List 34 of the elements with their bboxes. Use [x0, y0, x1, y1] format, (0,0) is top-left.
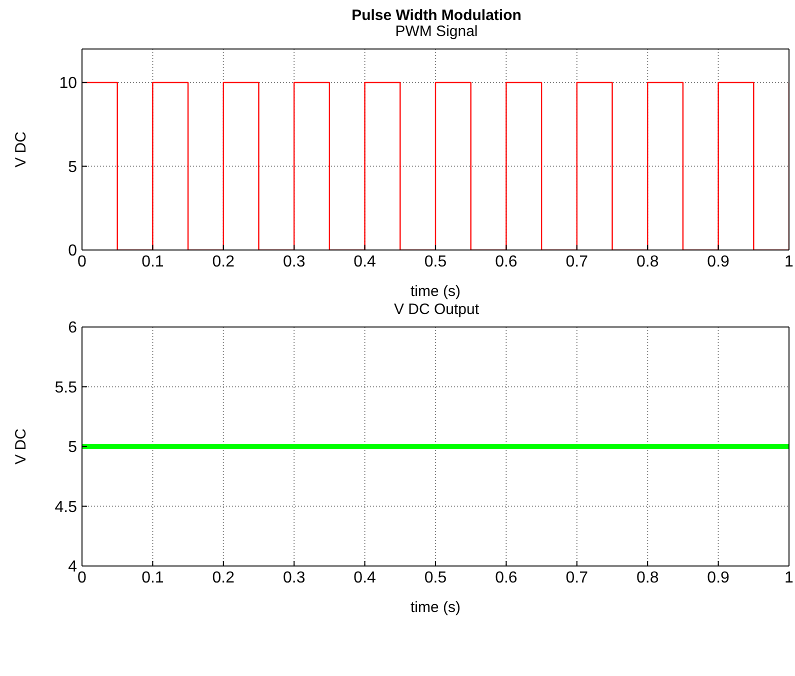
- x-tick-label: 0.7: [566, 253, 588, 270]
- chart-subtitle: PWM Signal: [394, 23, 479, 40]
- x-tick-label: 0.9: [707, 569, 730, 586]
- x-axis-title: time (s): [410, 283, 460, 300]
- x-tick-label: 0.7: [566, 569, 588, 586]
- x-tick-label: 0.1: [142, 569, 164, 586]
- y-axis-title: V DC: [12, 428, 30, 464]
- y-tick-label: 4.5: [54, 498, 78, 516]
- x-tick-label: 0.8: [636, 569, 659, 586]
- y-tick-label: 6: [68, 320, 78, 337]
- x-tick-label: 0.5: [424, 253, 447, 270]
- x-tick-label: 1: [784, 569, 794, 586]
- x-tick-label: 0.4: [354, 569, 376, 586]
- x-tick-label: 0.5: [424, 569, 447, 586]
- x-axis-title: time (s): [410, 599, 460, 616]
- x-tick-label: 0.1: [142, 253, 164, 270]
- x-tick-label: 0.6: [495, 569, 518, 586]
- y-tick-label: 4: [68, 558, 78, 576]
- x-tick-label: 0.4: [354, 253, 376, 270]
- chart-title: V DC Output: [392, 301, 480, 318]
- x-tick-label: 1: [784, 253, 794, 270]
- x-tick-label: 0.2: [212, 569, 235, 586]
- x-tick-label: 0.8: [636, 253, 659, 270]
- x-tick-label: 0.3: [282, 253, 306, 270]
- x-tick-label: 0.6: [495, 253, 518, 270]
- y-tick-label: 5: [68, 439, 78, 456]
- y-tick-label: 5.5: [54, 379, 78, 396]
- x-tick-label: 0.3: [282, 569, 306, 586]
- y-axis-title: V DC: [12, 131, 30, 168]
- chart-title: Pulse Width Modulation: [350, 7, 522, 24]
- x-tick-label: 0.9: [707, 253, 730, 270]
- y-tick-label: 5: [68, 158, 78, 176]
- x-tick-label: 0.2: [212, 253, 235, 270]
- y-tick-label: 10: [59, 75, 78, 92]
